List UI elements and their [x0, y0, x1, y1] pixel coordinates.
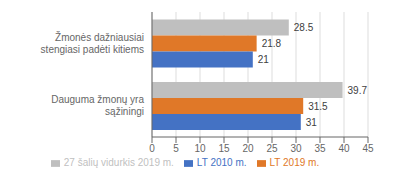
svg-text:21: 21	[258, 54, 270, 65]
svg-text:Žmonės dažniausiaistengiasi pa: Žmonės dažniausiaistengiasi padėti kitie…	[41, 31, 144, 55]
svg-text:40: 40	[338, 143, 350, 154]
svg-text:0: 0	[149, 143, 155, 154]
svg-text:35: 35	[314, 143, 326, 154]
svg-text:Dauguma žmonų yrasąžiningi: Dauguma žmonų yrasąžiningi	[51, 94, 144, 117]
svg-text:30: 30	[290, 143, 302, 154]
svg-text:21.8: 21.8	[262, 38, 282, 49]
html-text:LT 2010 m.: LT 2010 m.	[196, 157, 247, 168]
svg-text:5: 5	[173, 143, 179, 154]
svg-text:45: 45	[362, 143, 374, 154]
html-text:27 šalių vidurkis 2019 m.: 27 šalių vidurkis 2019 m.	[63, 157, 174, 168]
svg-text:10: 10	[194, 143, 206, 154]
svg-text:15: 15	[218, 143, 230, 154]
svg-text:39.7: 39.7	[348, 85, 368, 96]
html-text:LT 2019 m.: LT 2019 m.	[269, 157, 320, 168]
svg-text:31: 31	[306, 117, 318, 128]
svg-text:31.5: 31.5	[308, 101, 328, 112]
svg-text:20: 20	[242, 143, 254, 154]
svg-text:25: 25	[266, 143, 278, 154]
svg-text:28.5: 28.5	[294, 22, 314, 33]
